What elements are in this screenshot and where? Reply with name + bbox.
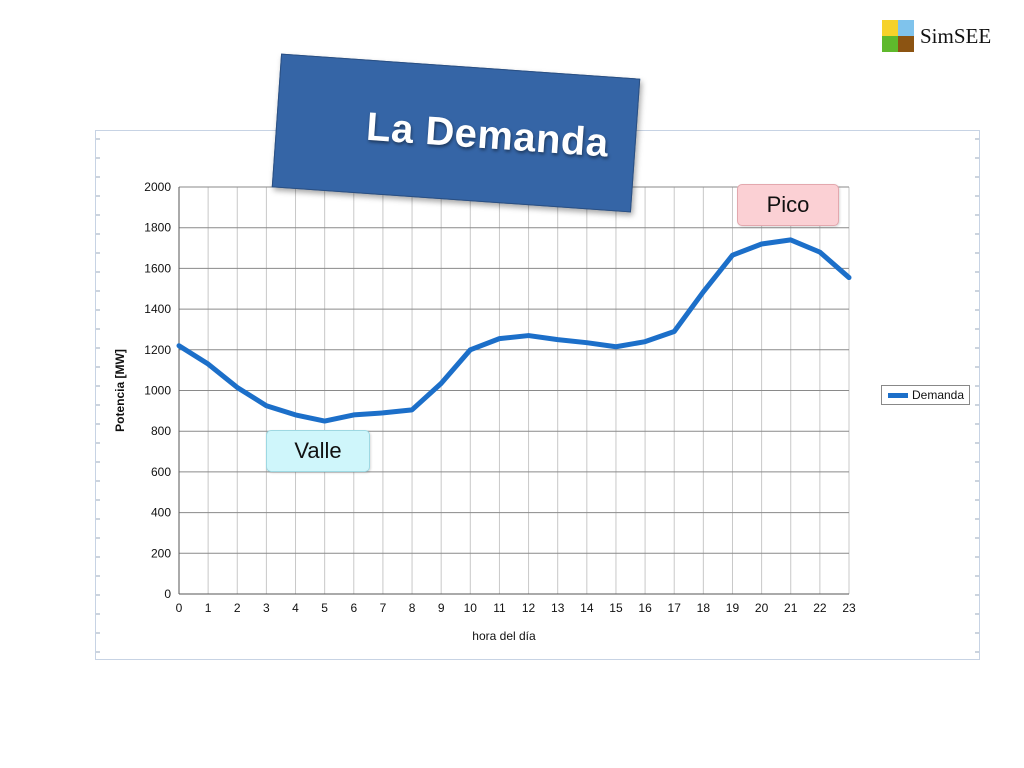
x-tick-label: 15 xyxy=(609,601,623,615)
x-tick-label: 10 xyxy=(464,601,478,615)
x-tick-label: 5 xyxy=(321,601,328,615)
x-tick-label: 18 xyxy=(697,601,711,615)
legend-swatch xyxy=(888,392,908,398)
callout-pico: Pico xyxy=(737,184,839,226)
x-tick-label: 19 xyxy=(726,601,740,615)
callout-valle: Valle xyxy=(266,430,370,472)
x-tick-label: 11 xyxy=(493,601,506,615)
x-tick-label: 20 xyxy=(755,601,769,615)
y-tick-label: 0 xyxy=(164,587,171,601)
x-tick-label: 3 xyxy=(263,601,270,615)
y-axis-title: Potencia [MW] xyxy=(113,349,127,432)
y-tick-label: 200 xyxy=(151,546,171,560)
y-tick-label: 1800 xyxy=(144,221,171,235)
logo-text: SimSEE xyxy=(920,23,992,48)
simsee-logo-icon xyxy=(882,20,914,52)
y-tick-label: 800 xyxy=(151,424,171,438)
x-tick-label: 7 xyxy=(380,601,387,615)
x-tick-label: 12 xyxy=(522,601,536,615)
x-tick-label: 8 xyxy=(409,601,416,615)
x-tick-label: 16 xyxy=(638,601,652,615)
page-title: La Demanda xyxy=(364,104,611,166)
x-tick-label: 21 xyxy=(784,601,798,615)
y-tick-label: 1400 xyxy=(144,302,171,316)
y-tick-label: 600 xyxy=(151,465,171,479)
y-tick-label: 1200 xyxy=(144,343,171,357)
x-tick-label: 13 xyxy=(551,601,565,615)
y-tick-label: 2000 xyxy=(144,180,171,194)
x-tick-label: 0 xyxy=(176,601,183,615)
chart-frame: 0 200 400 600 800 1000 1200 1400 1600 1800 2000 0 1 2… xyxy=(95,130,980,660)
y-tick-label: 400 xyxy=(151,506,171,520)
x-tick-label: 17 xyxy=(668,601,682,615)
legend: Demanda xyxy=(881,385,970,405)
y-tick-label: 1000 xyxy=(144,384,171,398)
x-tick-label: 23 xyxy=(842,601,856,615)
legend-label-demanda: Demanda xyxy=(912,388,965,402)
series-line-demanda xyxy=(176,237,852,424)
x-tick-label: 1 xyxy=(205,601,212,615)
x-tick-label: 2 xyxy=(234,601,241,615)
title-banner: La Demanda xyxy=(271,53,641,213)
x-tick-label: 22 xyxy=(813,601,827,615)
x-tick-label: 9 xyxy=(438,601,445,615)
x-tick-label: 4 xyxy=(292,601,299,615)
x-tick-label: 6 xyxy=(350,601,357,615)
x-axis-title: hora del día xyxy=(472,629,536,643)
logo: SimSEE xyxy=(882,20,991,52)
y-tick-label: 1600 xyxy=(144,261,171,275)
x-tick-label: 14 xyxy=(580,601,594,615)
